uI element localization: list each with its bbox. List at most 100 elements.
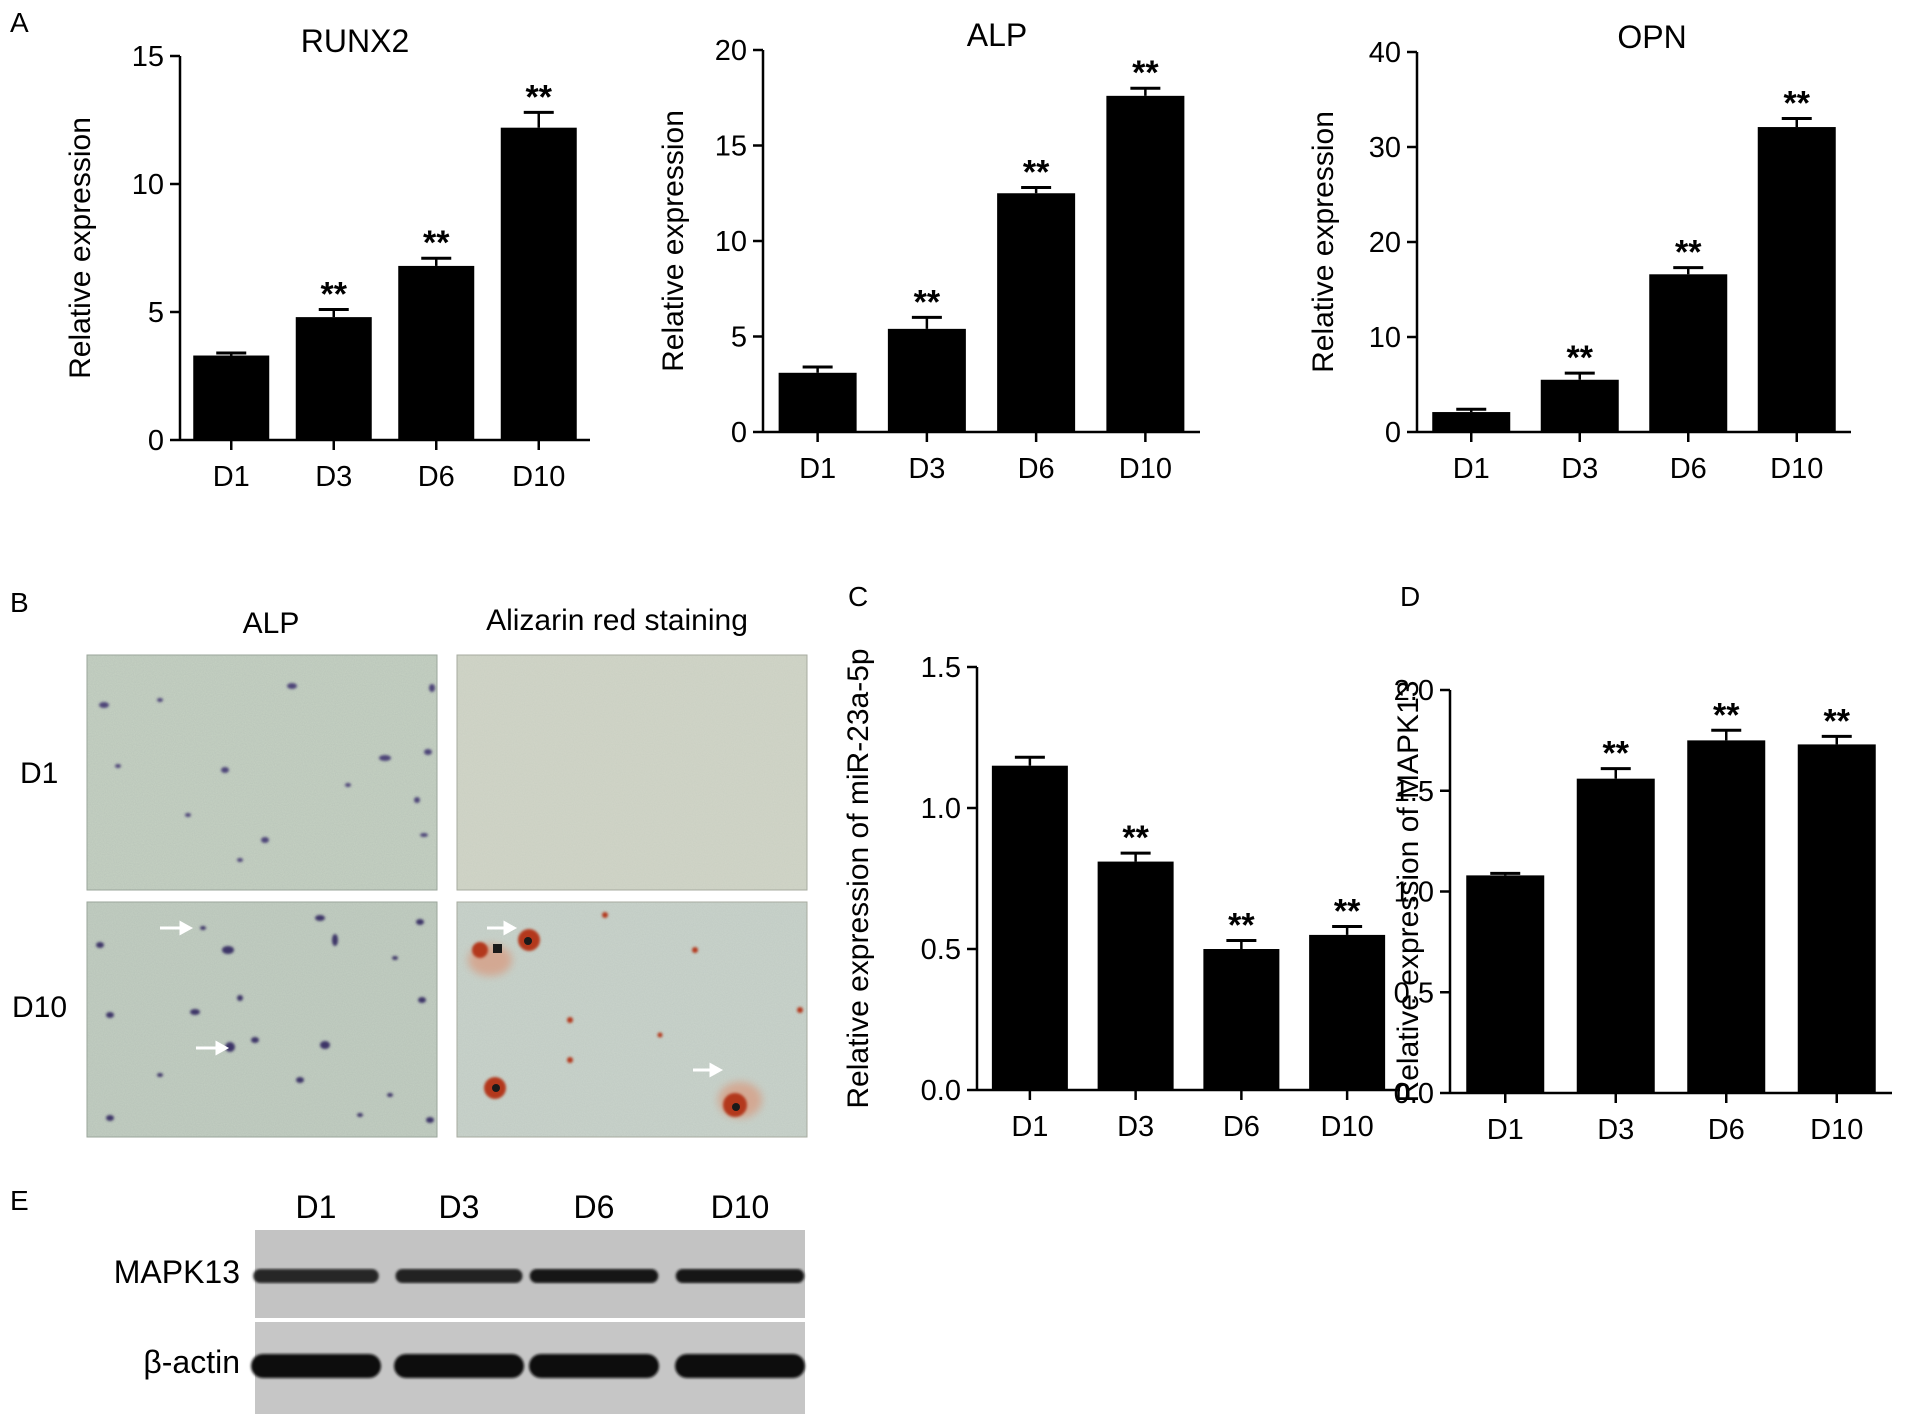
row-label-d10: D10 (12, 991, 67, 1024)
significance-label: ** (1228, 907, 1255, 945)
bar (1576, 778, 1655, 1093)
y-tick-label: 10 (715, 226, 747, 258)
lane-label-d10: D10 (711, 1189, 770, 1225)
y-tick-label: 20 (1369, 227, 1401, 259)
significance-label: ** (1023, 154, 1050, 192)
bar (997, 193, 1076, 432)
y-tick-label: 1.5 (921, 652, 961, 684)
y-tick-label: 0 (731, 417, 747, 449)
y-tick-label: 5 (731, 322, 747, 354)
x-tick-label: D1 (1011, 1111, 1048, 1143)
bar (991, 765, 1068, 1090)
blot-band (675, 1354, 805, 1378)
panel-label-e: E (10, 1185, 29, 1216)
blot-band (529, 1354, 659, 1378)
y-tick-label: 0 (148, 425, 164, 457)
y-axis-label: Relative expression of MAPK13 (1392, 681, 1425, 1103)
significance-label: ** (423, 224, 450, 262)
micrograph-alizarin-d10 (456, 901, 808, 1138)
y-tick-label: 5 (148, 297, 164, 329)
micrograph-alp-d10 (86, 901, 438, 1138)
bar (500, 127, 577, 441)
y-tick-label: 40 (1369, 37, 1401, 69)
y-tick-label: 0 (1385, 417, 1401, 449)
significance-label: ** (1603, 735, 1630, 773)
micrograph-alp-d1 (86, 654, 438, 891)
protein-label-mapk13: MAPK13 (114, 1254, 240, 1290)
bar (1687, 740, 1766, 1093)
bar (398, 265, 475, 440)
column-label-alp: ALP (243, 607, 300, 640)
blot-band (253, 1269, 379, 1283)
y-axis-label: Relative expression (64, 117, 97, 379)
bar (1097, 861, 1174, 1090)
significance-label: ** (526, 78, 553, 116)
blot-band (529, 1269, 659, 1283)
bar (778, 372, 857, 432)
x-tick-label: D10 (1810, 1114, 1863, 1146)
chart-title: OPN (1617, 19, 1686, 55)
bar (1649, 274, 1728, 432)
panel-label-b: B (10, 587, 29, 618)
x-tick-label: D6 (1708, 1114, 1745, 1146)
significance-label: ** (1132, 54, 1159, 92)
y-tick-label: 10 (132, 169, 164, 201)
y-tick-label: 10 (1369, 322, 1401, 354)
bar (1203, 949, 1280, 1090)
bar (1106, 95, 1185, 432)
significance-label: ** (914, 283, 941, 321)
x-tick-label: D1 (1487, 1114, 1524, 1146)
staining-panel: ALP Alizarin red staining D1 D10 (12, 604, 808, 1138)
x-tick-label: D3 (1117, 1111, 1154, 1143)
panel-label-c: C (848, 581, 868, 612)
blot-band (251, 1354, 381, 1378)
significance-label: ** (321, 275, 348, 313)
bar (1757, 127, 1836, 433)
y-axis-label: Relative expression of miR-23a-5p (842, 648, 875, 1108)
x-tick-label: D3 (1597, 1114, 1634, 1146)
significance-label: ** (1122, 819, 1149, 857)
y-tick-label: 0.0 (921, 1075, 961, 1107)
x-tick-label: D1 (799, 453, 836, 485)
significance-label: ** (1567, 339, 1594, 377)
x-tick-label: D3 (315, 461, 352, 493)
x-tick-label: D6 (1223, 1111, 1260, 1143)
blot-band (675, 1269, 805, 1283)
lane-label-d6: D6 (574, 1189, 615, 1225)
x-tick-label: D1 (1453, 453, 1490, 485)
x-tick-label: D3 (908, 453, 945, 485)
x-tick-label: D1 (213, 461, 250, 493)
x-tick-label: D10 (512, 461, 565, 493)
y-axis-label: Relative expression (657, 110, 690, 372)
x-tick-label: D6 (1018, 453, 1055, 485)
y-tick-label: 2.0 (1394, 675, 1434, 707)
y-tick-label: 0.5 (1394, 977, 1434, 1009)
y-tick-label: 0.5 (921, 934, 961, 966)
x-tick-label: D3 (1561, 453, 1598, 485)
chart-title: ALP (967, 17, 1027, 53)
y-tick-label: 20 (715, 35, 747, 67)
bar (1540, 379, 1619, 432)
y-tick-label: 0.0 (1394, 1078, 1434, 1110)
protein-label-actin: β-actin (143, 1344, 240, 1380)
y-tick-label: 15 (132, 41, 164, 73)
bar (1797, 744, 1876, 1093)
lane-label-d3: D3 (439, 1189, 480, 1225)
bar (887, 328, 966, 432)
bar (1432, 412, 1511, 432)
x-tick-label: D6 (418, 461, 455, 493)
x-tick-label: D10 (1770, 453, 1823, 485)
column-label-alizarin: Alizarin red staining (486, 604, 748, 637)
bar (193, 355, 270, 440)
y-tick-label: 1.0 (1394, 877, 1434, 909)
blot-band (394, 1354, 524, 1378)
y-axis-label: Relative expression (1307, 111, 1340, 373)
significance-label: ** (1334, 892, 1361, 930)
x-tick-label: D6 (1670, 453, 1707, 485)
chart-title: RUNX2 (301, 23, 409, 59)
runx2-chart: RUNX2 Relative expression 0 5 10 15 D1 D3 ** D6 **… (64, 23, 590, 493)
blot-band (395, 1269, 523, 1283)
alp-chart: ALP Relative expression 0 5 10 15 20 D1 D3 ** D6 **… (657, 17, 1200, 485)
